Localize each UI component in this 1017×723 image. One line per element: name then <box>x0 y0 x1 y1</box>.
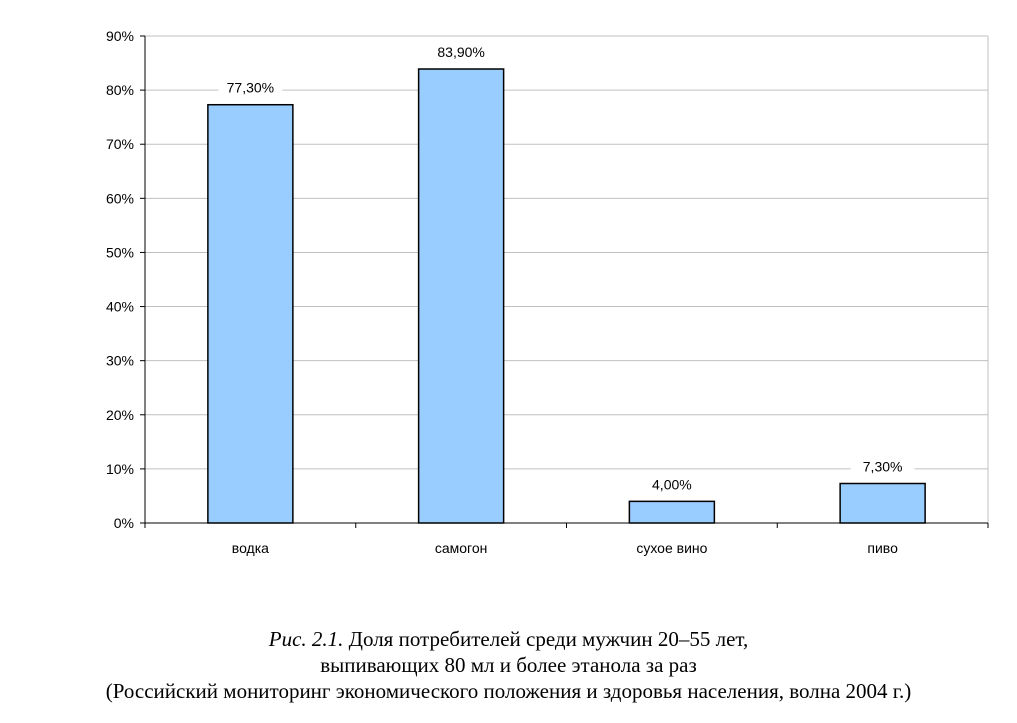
figure-caption: Рис. 2.1. Доля потребителей среди мужчин… <box>0 626 1017 704</box>
caption-title: Доля потребителей среди мужчин 20–55 лет… <box>348 627 749 651</box>
y-tick-label: 20% <box>106 407 134 423</box>
y-tick-label: 50% <box>106 244 134 260</box>
figure-number: Рис. 2.1. <box>268 627 344 651</box>
data-label: 4,00% <box>652 476 692 492</box>
y-tick-label: 60% <box>106 190 134 206</box>
data-label: 77,30% <box>227 80 274 96</box>
data-label: 7,30% <box>863 458 903 474</box>
bar <box>207 103 294 524</box>
caption-line-1: Рис. 2.1. Доля потребителей среди мужчин… <box>0 626 1017 652</box>
bar-chart: 0% 10% 20% 30% 40% 50% 60% 70% 80% 90% водка 77,30%… <box>106 28 989 556</box>
data-label-bg <box>429 42 494 63</box>
y-tick-label: 0% <box>114 515 134 531</box>
y-tick-label: 40% <box>106 299 134 315</box>
data-label-bg <box>218 77 283 98</box>
y-tick-label: 70% <box>106 136 134 152</box>
bars <box>207 68 926 524</box>
caption-line-2: выпивающих 80 мл и более этанола за раз <box>320 653 697 677</box>
labels: 0% 10% 20% 30% 40% 50% 60% 70% 80% 90% водка 77,30%… <box>106 28 915 556</box>
category-label: самогон <box>435 540 488 556</box>
caption-source: (Российский мониторинг экономического по… <box>105 679 912 703</box>
y-tick-label: 30% <box>106 353 134 369</box>
category-label: сухое вино <box>636 540 707 556</box>
bar <box>417 68 505 524</box>
y-tick-label: 90% <box>106 28 134 44</box>
y-tick-label: 80% <box>106 82 134 98</box>
bar <box>628 500 716 524</box>
y-tick-label: 10% <box>106 461 134 477</box>
category-label: пиво <box>867 540 898 556</box>
category-label: водка <box>232 540 269 556</box>
data-label-bg <box>850 456 915 477</box>
bar <box>839 482 926 524</box>
data-label-bg <box>639 474 704 495</box>
data-label: 83,90% <box>437 44 484 60</box>
